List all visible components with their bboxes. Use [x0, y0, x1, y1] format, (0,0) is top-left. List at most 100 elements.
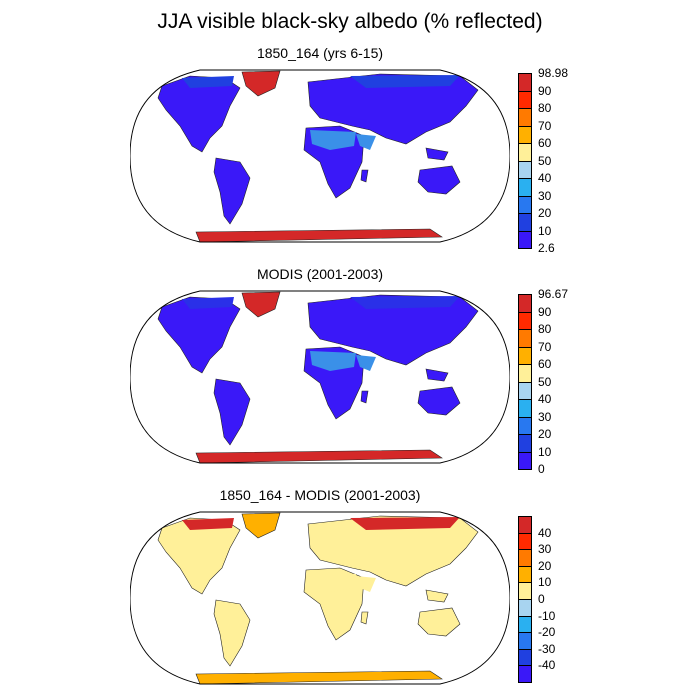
arctic-north-america-region: [182, 76, 234, 88]
panel-title-model: 1850_164 (yrs 6-15): [256, 45, 384, 61]
colorbar-label: -20: [538, 625, 556, 640]
colorbar-label: 50: [538, 374, 552, 389]
figure-title: JJA visible black-sky albedo (% reflecte…: [157, 10, 543, 33]
colorbar-label: 70: [538, 118, 552, 133]
colorbar-label: 0: [538, 462, 545, 476]
colorbar-label: 90: [538, 304, 552, 319]
panel-title-modis: MODIS (2001-2003): [256, 266, 384, 282]
colorbar-label: 20: [538, 427, 552, 441]
colorbar-label: 30: [538, 542, 552, 557]
south-america-region: [213, 378, 251, 446]
southeast-asia-region: [425, 589, 449, 603]
colorbar-swatch: [518, 451, 532, 470]
sahara-region: [310, 351, 356, 371]
colorbar-swatch: [518, 346, 532, 365]
colorbar-swatch: [518, 599, 532, 617]
madagascar-region: [360, 611, 369, 625]
colorbar-label: 80: [538, 322, 552, 336]
map-outline: [130, 290, 510, 464]
sahara-region: [310, 572, 356, 592]
colorbar-swatch: [518, 364, 532, 383]
map-model: [130, 69, 510, 243]
antarctica-region: [195, 670, 443, 684]
antarctica-region: [195, 228, 443, 242]
greenland-region: [241, 70, 281, 97]
colorbar-swatch: [518, 565, 532, 584]
sahara-region: [310, 130, 356, 150]
colorbar-label: 98.98: [538, 66, 569, 80]
colorbar-swatch: [518, 416, 532, 435]
colorbar-label: 50: [538, 153, 552, 168]
colorbar-label: 96.67: [538, 287, 569, 301]
colorbar-swatch: [518, 73, 532, 92]
colorbar-swatch: [518, 329, 532, 348]
colorbar-label: 40: [538, 525, 552, 540]
map-difference: [130, 511, 510, 685]
colorbar-swatch: [518, 143, 532, 162]
madagascar-region: [360, 169, 369, 183]
colorbar-swatch: [518, 178, 532, 197]
colorbar-swatch: [518, 160, 532, 179]
colorbar-label: 40: [538, 392, 552, 406]
south-america-region: [213, 157, 251, 225]
colorbar-label: 10: [538, 223, 552, 238]
colorbar-swatch: [518, 632, 532, 650]
colorbar-label: 2.6: [538, 241, 555, 255]
colorbar-label: 30: [538, 188, 552, 203]
colorbar-swatch: [518, 125, 532, 144]
madagascar-region: [360, 390, 369, 404]
colorbar-label: 10: [538, 444, 552, 459]
colorbar-swatch: [518, 213, 532, 232]
colorbar-swatch: [518, 434, 532, 453]
arabia-region: [356, 134, 376, 150]
australia-region: [417, 386, 461, 416]
colorbar-swatch: [518, 532, 532, 551]
map-land-layer: [157, 291, 479, 463]
colorbar-swatch: [518, 516, 532, 534]
greenland-region: [241, 512, 281, 539]
colorbar-swatch: [518, 615, 532, 634]
map-land-layer: [157, 70, 479, 242]
colorbar-label: 80: [538, 101, 552, 115]
antarctica-region: [195, 449, 443, 463]
colorbar-swatch: [518, 381, 532, 400]
colorbar-swatch: [518, 108, 532, 127]
southeast-asia-region: [425, 368, 449, 382]
colorbar-swatch: [518, 665, 532, 683]
colorbar-label: -10: [538, 608, 556, 623]
australia-region: [417, 607, 461, 637]
map-land-layer: [157, 512, 479, 684]
australia-region: [417, 165, 461, 195]
arctic-eurasia-region: [350, 296, 460, 309]
colorbar-label: 60: [538, 136, 552, 150]
eurasia-region: [307, 73, 479, 145]
panel-title-difference: 1850_164 - MODIS (2001-2003): [219, 487, 421, 503]
map-outline: [130, 511, 510, 685]
arctic-north-america-region: [182, 297, 234, 309]
colorbar-swatch: [518, 90, 532, 109]
eurasia-region: [307, 515, 479, 587]
colorbar-swatch: [518, 582, 532, 600]
colorbar-label: 10: [538, 575, 552, 590]
colorbar-label: 40: [538, 171, 552, 185]
colorbar-swatch: [518, 230, 532, 249]
colorbar-swatch: [518, 195, 532, 214]
colorbar-swatch: [518, 549, 532, 567]
colorbar-swatch: [518, 648, 532, 667]
arctic-eurasia-region: [350, 517, 460, 530]
arctic-eurasia-region: [350, 75, 460, 88]
colorbar-label: -40: [538, 658, 556, 673]
map-modis: [130, 290, 510, 464]
colorbar-swatch: [518, 399, 532, 418]
eurasia-region: [307, 294, 479, 366]
arabia-region: [356, 355, 376, 371]
colorbar-label: 70: [538, 339, 552, 354]
colorbar-label: 20: [538, 206, 552, 220]
southeast-asia-region: [425, 147, 449, 161]
arctic-north-america-region: [182, 518, 234, 530]
colorbar-label: 0: [538, 592, 545, 606]
colorbar-label: 30: [538, 409, 552, 424]
colorbar-label: -30: [538, 641, 556, 656]
colorbar-swatch: [518, 294, 532, 313]
colorbar-label: 90: [538, 83, 552, 98]
